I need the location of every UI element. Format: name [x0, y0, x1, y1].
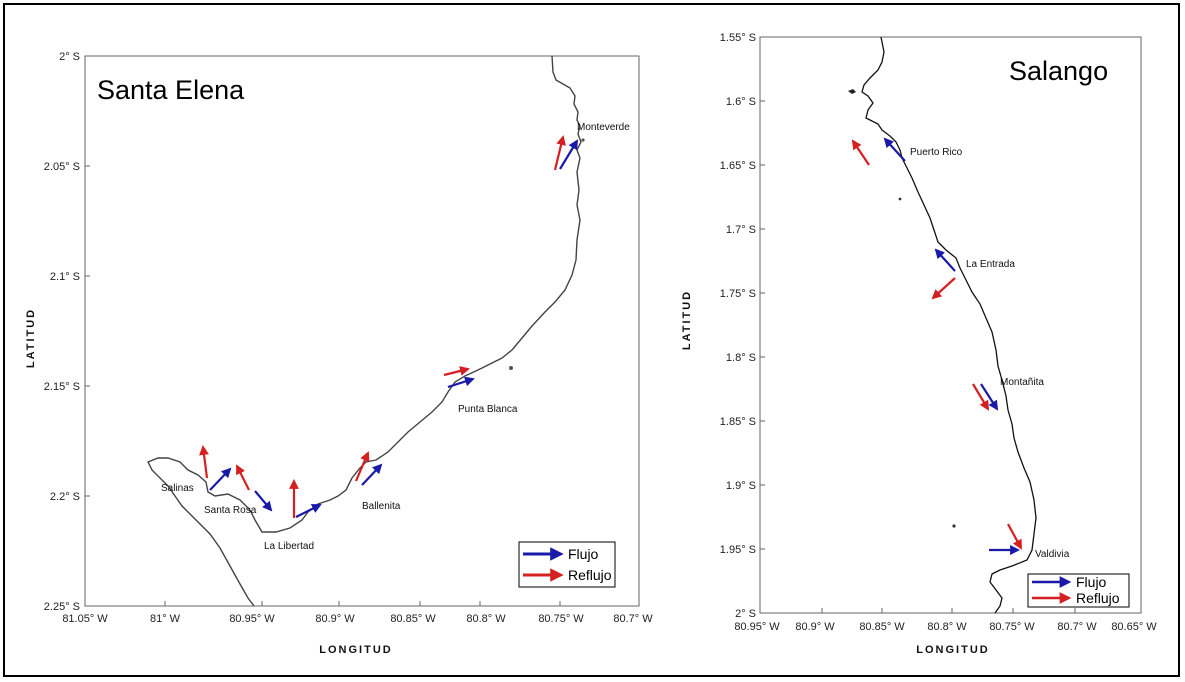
- x-tick-label: 80.8° W: [927, 621, 967, 633]
- y-axis-title: LATITUD: [25, 308, 37, 368]
- islet: [898, 197, 902, 201]
- x-tick-label: 80.95° W: [734, 621, 780, 633]
- y-tick-label: 1.8° S: [726, 352, 756, 364]
- ebb-arrow: [553, 135, 566, 171]
- y-tick-label: 2° S: [59, 51, 80, 63]
- ebb-arrow: [236, 464, 250, 491]
- map-title: Salango: [1009, 56, 1108, 86]
- ebb-arrow: [443, 366, 470, 377]
- legend-flow-label: Flujo: [568, 546, 599, 562]
- ebb-arrow: [931, 277, 956, 300]
- arrows: [851, 137, 1022, 555]
- y-tick-label: 1.95° S: [720, 544, 756, 556]
- y-tick-label: 2.05° S: [44, 161, 80, 173]
- y-tick-label: 2.2° S: [50, 491, 80, 503]
- y-tick-label: 1.85° S: [720, 416, 756, 428]
- islet: [581, 138, 585, 142]
- legend-flow-label: Flujo: [1076, 574, 1107, 590]
- flow-arrow: [361, 463, 383, 486]
- islet: [848, 89, 856, 94]
- coastline: [861, 36, 1037, 614]
- flow-arrow: [883, 137, 906, 162]
- flow-arrow: [559, 139, 579, 170]
- place-label: Salinas: [161, 483, 194, 494]
- flow-arrow: [254, 490, 273, 512]
- plot-frame: [84, 55, 640, 607]
- y-axis: [85, 55, 90, 607]
- coastline: [147, 55, 582, 607]
- legend: Flujo Reflujo: [1027, 573, 1130, 608]
- x-tick-label: 80.9° W: [315, 613, 355, 625]
- x-axis: [759, 608, 1142, 613]
- ebb-arrow: [1007, 523, 1022, 550]
- flow-arrow: [447, 376, 475, 389]
- x-axis-title: LONGITUD: [319, 644, 392, 656]
- legend-ebb-label: Reflujo: [1076, 590, 1120, 606]
- map-salango: Salango Puerto Rico La Entrada Montañita…: [681, 32, 1157, 656]
- legend-box: [518, 541, 616, 588]
- x-axis-title: LONGITUD: [916, 644, 989, 656]
- place-label: Santa Rosa: [204, 505, 257, 516]
- place-label: Ballenita: [362, 501, 401, 512]
- y-tick-label: 2.15° S: [44, 381, 80, 393]
- y-tick-label: 2° S: [735, 608, 756, 620]
- x-tick-label: 80.75° W: [989, 621, 1035, 633]
- x-tick-label: 80.85° W: [859, 621, 905, 633]
- y-tick-label: 1.65° S: [720, 160, 756, 172]
- ebb-arrow: [851, 139, 870, 166]
- x-tick-label: 81° W: [150, 613, 181, 625]
- ebb-arrow: [354, 451, 370, 482]
- flow-arrow: [934, 248, 956, 272]
- y-tick-label: 2.1° S: [50, 271, 80, 283]
- y-tick-label: 2.25° S: [44, 601, 80, 613]
- islet: [509, 366, 513, 370]
- x-tick-label: 80.95° W: [229, 613, 275, 625]
- y-tick-label: 1.75° S: [720, 288, 756, 300]
- flow-arrow: [295, 504, 322, 518]
- flow-arrow: [980, 383, 999, 411]
- plot-frame: [759, 36, 1142, 614]
- place-label: Valdivia: [1035, 549, 1070, 560]
- y-axis: [760, 36, 765, 614]
- legend: Flujo Reflujo: [518, 541, 616, 588]
- x-axis: [84, 601, 640, 606]
- x-tick-label: 80.75° W: [538, 613, 584, 625]
- y-axis-title: LATITUD: [681, 290, 693, 350]
- place-label: Montañita: [1000, 377, 1044, 388]
- map-santa-elena: Santa Elena Monteverde Punta Blanca Ball…: [25, 51, 653, 656]
- y-tick-label: 1.7° S: [726, 224, 756, 236]
- x-tick-label: 81.05° W: [62, 613, 108, 625]
- place-label: Monteverde: [577, 122, 630, 133]
- x-tick-label: 80.65° W: [1111, 621, 1157, 633]
- x-tick-label: 80.7° W: [1057, 621, 1097, 633]
- x-tick-label: 80.7° W: [613, 613, 653, 625]
- legend-ebb-label: Reflujo: [568, 567, 612, 583]
- x-tick-label: 80.8° W: [466, 613, 506, 625]
- place-label: La Libertad: [264, 541, 314, 552]
- arrows: [199, 135, 579, 518]
- y-tick-label: 1.55° S: [720, 32, 756, 44]
- y-tick-label: 1.6° S: [726, 96, 756, 108]
- y-tick-label: 1.9° S: [726, 480, 756, 492]
- x-tick-label: 80.85° W: [390, 613, 436, 625]
- flow-arrow: [209, 467, 232, 491]
- ebb-arrow: [972, 383, 990, 411]
- islet: [952, 524, 956, 528]
- place-label: Puerto Rico: [910, 147, 963, 158]
- ebb-arrow: [199, 445, 209, 479]
- x-tick-label: 80.9° W: [795, 621, 835, 633]
- place-label: Punta Blanca: [458, 404, 518, 415]
- legend-box: [1027, 573, 1130, 608]
- map-title: Santa Elena: [97, 75, 245, 105]
- place-label: La Entrada: [966, 259, 1015, 270]
